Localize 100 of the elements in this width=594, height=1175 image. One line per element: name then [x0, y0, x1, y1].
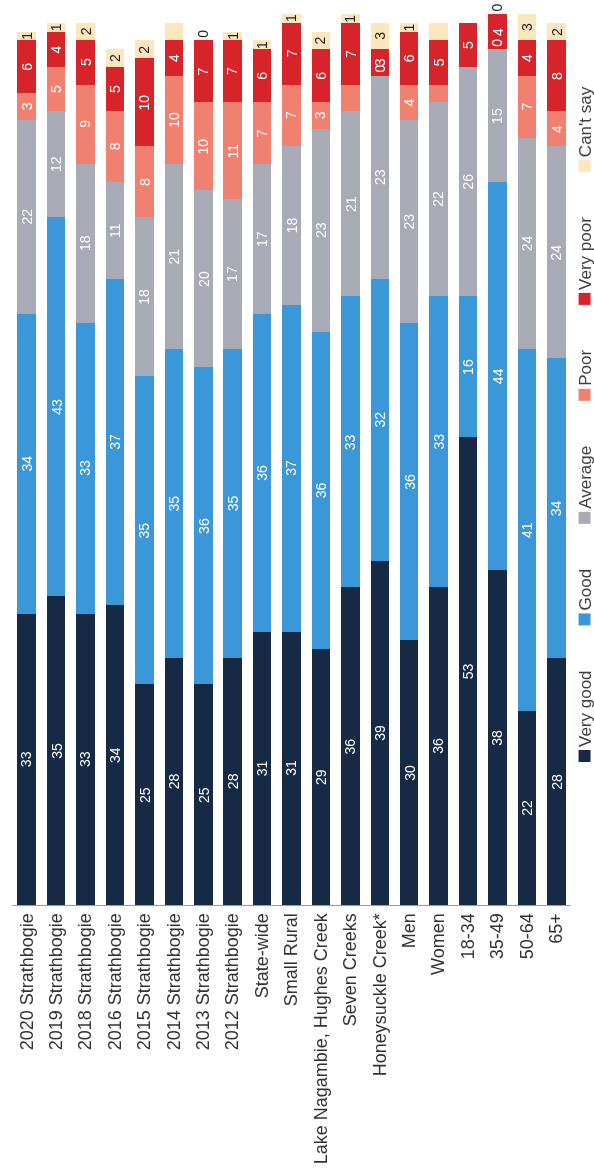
- data-label: 2: [136, 45, 153, 54]
- data-label: 37: [283, 460, 300, 476]
- data-label: 12: [48, 156, 65, 173]
- bar: [517, 40, 537, 76]
- bar: [164, 75, 184, 164]
- bar: [399, 322, 419, 641]
- bar: [429, 296, 448, 588]
- bar: [223, 102, 242, 200]
- bar: [282, 84, 301, 147]
- data-label: 8: [548, 72, 565, 81]
- x-tick-label: 2020 Strathbogie: [16, 913, 37, 1051]
- data-label: 25: [136, 787, 153, 804]
- data-label: 18: [136, 288, 153, 305]
- data-label: 23: [371, 169, 388, 185]
- x-tick-label: 2016 Strathbogie: [104, 913, 125, 1051]
- bar: [105, 111, 125, 182]
- bar: [164, 163, 184, 350]
- bar: [135, 216, 154, 376]
- data-label: 3: [19, 102, 36, 111]
- bar: [135, 684, 154, 905]
- data-label: 7: [253, 129, 270, 138]
- data-label: 16: [460, 359, 477, 375]
- bar: [517, 75, 537, 138]
- bar: [282, 305, 301, 632]
- data-label: 35: [225, 495, 242, 512]
- bar: [370, 278, 390, 561]
- data-label: 20: [195, 271, 212, 287]
- data-label: 39: [371, 724, 388, 741]
- data-label: 4: [400, 98, 417, 107]
- data-label: 8: [136, 178, 153, 186]
- bar: [458, 22, 478, 67]
- bar: [488, 569, 507, 905]
- x-tick-label: Small Rural: [281, 913, 302, 1007]
- data-label: 1: [18, 31, 35, 40]
- data-label: 23: [400, 213, 417, 230]
- data-label: 2: [548, 27, 565, 36]
- data-label: 1: [47, 23, 64, 32]
- data-label: 11: [224, 143, 241, 159]
- bar: [193, 40, 213, 103]
- bar: [488, 181, 507, 570]
- data-label: 24: [548, 244, 565, 261]
- legend-label: Very good: [576, 670, 594, 747]
- bar: [341, 111, 360, 297]
- bar: [458, 296, 478, 438]
- bar: [517, 137, 537, 350]
- data-label: 36: [312, 482, 329, 499]
- bar: [370, 75, 390, 279]
- data-label: 29: [312, 769, 329, 785]
- x-tick-label: 2014 Strathbogie: [163, 913, 184, 1051]
- data-label: 31: [283, 759, 300, 776]
- data-label: 21: [342, 196, 359, 213]
- data-label: 36: [195, 518, 212, 534]
- x-tick-label: Honeysuckle Creek*: [369, 913, 390, 1077]
- bar: [341, 84, 360, 112]
- data-label: 36: [254, 465, 271, 481]
- bar: [282, 22, 301, 85]
- bar: [17, 313, 36, 614]
- bar: [547, 40, 566, 112]
- bar: [164, 657, 184, 905]
- data-label: 5: [78, 58, 95, 67]
- bar: [252, 313, 272, 632]
- bar: [252, 49, 272, 103]
- bar: [547, 111, 566, 147]
- bar: [135, 375, 154, 685]
- data-label: 0: [194, 29, 211, 38]
- data-label: 4: [165, 53, 182, 62]
- data-label: 18: [77, 235, 94, 251]
- bar: [252, 631, 272, 905]
- data-label: 6: [401, 54, 418, 63]
- bar: [429, 587, 448, 905]
- data-label: 17: [254, 231, 271, 248]
- data-label: 17: [224, 266, 241, 282]
- bar: [429, 102, 448, 297]
- data-label: 28: [166, 773, 183, 790]
- data-label: 4: [548, 124, 565, 133]
- data-label: 35: [136, 522, 153, 539]
- data-label: 7: [194, 67, 211, 76]
- data-label: 38: [489, 730, 506, 746]
- bar: [164, 349, 184, 658]
- bar: [252, 102, 272, 164]
- data-label: 33: [342, 434, 359, 451]
- x-tick-label: 2012 Strathbogie: [222, 913, 243, 1051]
- data-label: 11: [106, 223, 123, 239]
- data-label: 22: [18, 208, 35, 225]
- bar: [76, 40, 95, 85]
- data-label: 28: [548, 774, 565, 790]
- x-tick-label: Men: [399, 913, 420, 949]
- data-label: 1: [254, 40, 271, 49]
- data-label: 0: [489, 3, 506, 12]
- data-label: 25: [195, 787, 212, 803]
- x-tick-label: State-wide: [251, 913, 272, 999]
- data-label: 0: [489, 38, 506, 47]
- bar: [311, 128, 331, 332]
- data-label: 23: [312, 222, 329, 239]
- x-tick-label: 18-34: [457, 913, 478, 960]
- data-label: 34: [548, 500, 565, 517]
- bar: [341, 587, 360, 905]
- data-label: 5: [48, 85, 65, 94]
- data-label: 33: [430, 433, 447, 450]
- data-label: 2: [77, 27, 94, 36]
